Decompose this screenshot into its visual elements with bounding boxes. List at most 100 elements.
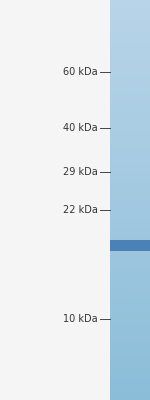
Bar (110, 34, 150, 36)
Bar (110, 116, 150, 117)
Bar (110, 313, 150, 315)
Bar (110, 273, 150, 275)
Bar (110, 364, 150, 365)
Bar (110, 40, 150, 41)
Bar (110, 33, 150, 35)
Bar (110, 309, 150, 311)
Bar (110, 226, 150, 228)
Bar (110, 121, 150, 123)
Bar (110, 176, 150, 177)
Bar (110, 170, 150, 172)
Bar (110, 80, 150, 81)
Bar (110, 341, 150, 343)
Bar (110, 286, 150, 288)
Bar (110, 261, 150, 263)
Bar (110, 49, 150, 51)
Bar (110, 173, 150, 175)
Bar (110, 96, 150, 97)
Bar (110, 338, 150, 340)
Bar (110, 240, 150, 241)
Bar (110, 85, 150, 87)
Bar (110, 253, 150, 255)
Text: 22 kDa: 22 kDa (63, 205, 98, 215)
Bar (110, 329, 150, 331)
Bar (110, 22, 150, 24)
Bar (110, 366, 150, 368)
Bar (110, 386, 150, 388)
Bar (110, 93, 150, 95)
Bar (110, 37, 150, 39)
Bar (110, 270, 150, 272)
Bar (110, 332, 150, 333)
Bar (110, 249, 150, 251)
Bar (110, 209, 150, 211)
Bar (110, 326, 150, 328)
Bar (110, 222, 150, 224)
Bar (110, 353, 150, 355)
Bar (110, 298, 150, 300)
Bar (110, 317, 150, 319)
Bar (110, 68, 150, 69)
Bar (110, 108, 150, 109)
Bar (110, 118, 150, 120)
Bar (110, 314, 150, 316)
Bar (110, 186, 150, 188)
Bar (110, 252, 150, 253)
Bar (110, 228, 150, 229)
Bar (110, 381, 150, 383)
Bar (110, 113, 150, 115)
Bar (110, 36, 150, 37)
Bar (110, 145, 150, 147)
Bar (110, 290, 150, 292)
Bar (110, 197, 150, 199)
Bar (110, 296, 150, 297)
Bar (110, 393, 150, 395)
Bar (110, 233, 150, 235)
Bar (110, 325, 150, 327)
Bar (110, 122, 150, 124)
Bar (110, 110, 150, 112)
Bar (110, 350, 150, 352)
Bar (110, 141, 150, 143)
Bar (110, 254, 150, 256)
Bar (110, 244, 150, 245)
Bar (110, 340, 150, 341)
Bar (110, 390, 150, 392)
Bar (110, 45, 150, 47)
Bar (110, 81, 150, 83)
Bar (110, 344, 150, 345)
Bar (110, 316, 150, 317)
Bar (110, 201, 150, 203)
Bar (110, 153, 150, 155)
Bar (110, 114, 150, 116)
Bar (110, 369, 150, 371)
Bar (110, 212, 150, 213)
Bar (110, 132, 150, 133)
Bar (110, 21, 150, 23)
Bar (110, 300, 150, 301)
Bar (110, 60, 150, 61)
Bar (110, 162, 150, 164)
Bar (110, 292, 150, 293)
Bar (110, 345, 150, 347)
Bar (110, 100, 150, 101)
Bar (110, 374, 150, 376)
Bar (110, 396, 150, 397)
Bar (110, 53, 150, 55)
Bar (110, 177, 150, 179)
Bar (110, 204, 150, 205)
Bar (110, 294, 150, 296)
Bar (110, 308, 150, 309)
Bar (110, 297, 150, 299)
Bar (110, 64, 150, 65)
Bar (110, 158, 150, 160)
Bar (110, 104, 150, 105)
Bar (110, 13, 150, 15)
Bar (110, 388, 150, 389)
Bar (110, 181, 150, 183)
Bar (110, 377, 150, 379)
Bar (110, 117, 150, 119)
Bar (110, 125, 150, 127)
Bar (110, 384, 150, 385)
Bar (110, 232, 150, 233)
